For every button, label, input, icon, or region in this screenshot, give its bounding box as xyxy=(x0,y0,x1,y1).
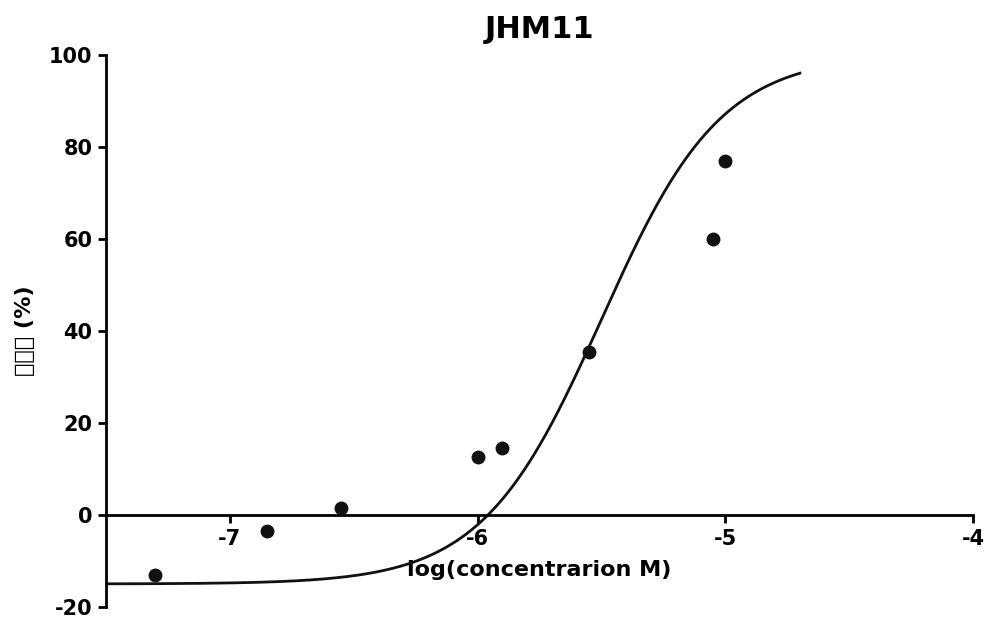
Title: JHM11: JHM11 xyxy=(485,15,594,44)
Y-axis label: 抑制率 (%): 抑制率 (%) xyxy=(15,285,35,376)
Point xyxy=(333,503,349,513)
Point xyxy=(705,234,721,244)
Point xyxy=(581,346,597,356)
Point xyxy=(259,526,275,536)
Point xyxy=(470,452,486,462)
Point xyxy=(147,570,163,580)
Point xyxy=(717,155,733,165)
X-axis label: log(concentrarion M): log(concentrarion M) xyxy=(407,560,672,580)
Point xyxy=(494,443,510,453)
